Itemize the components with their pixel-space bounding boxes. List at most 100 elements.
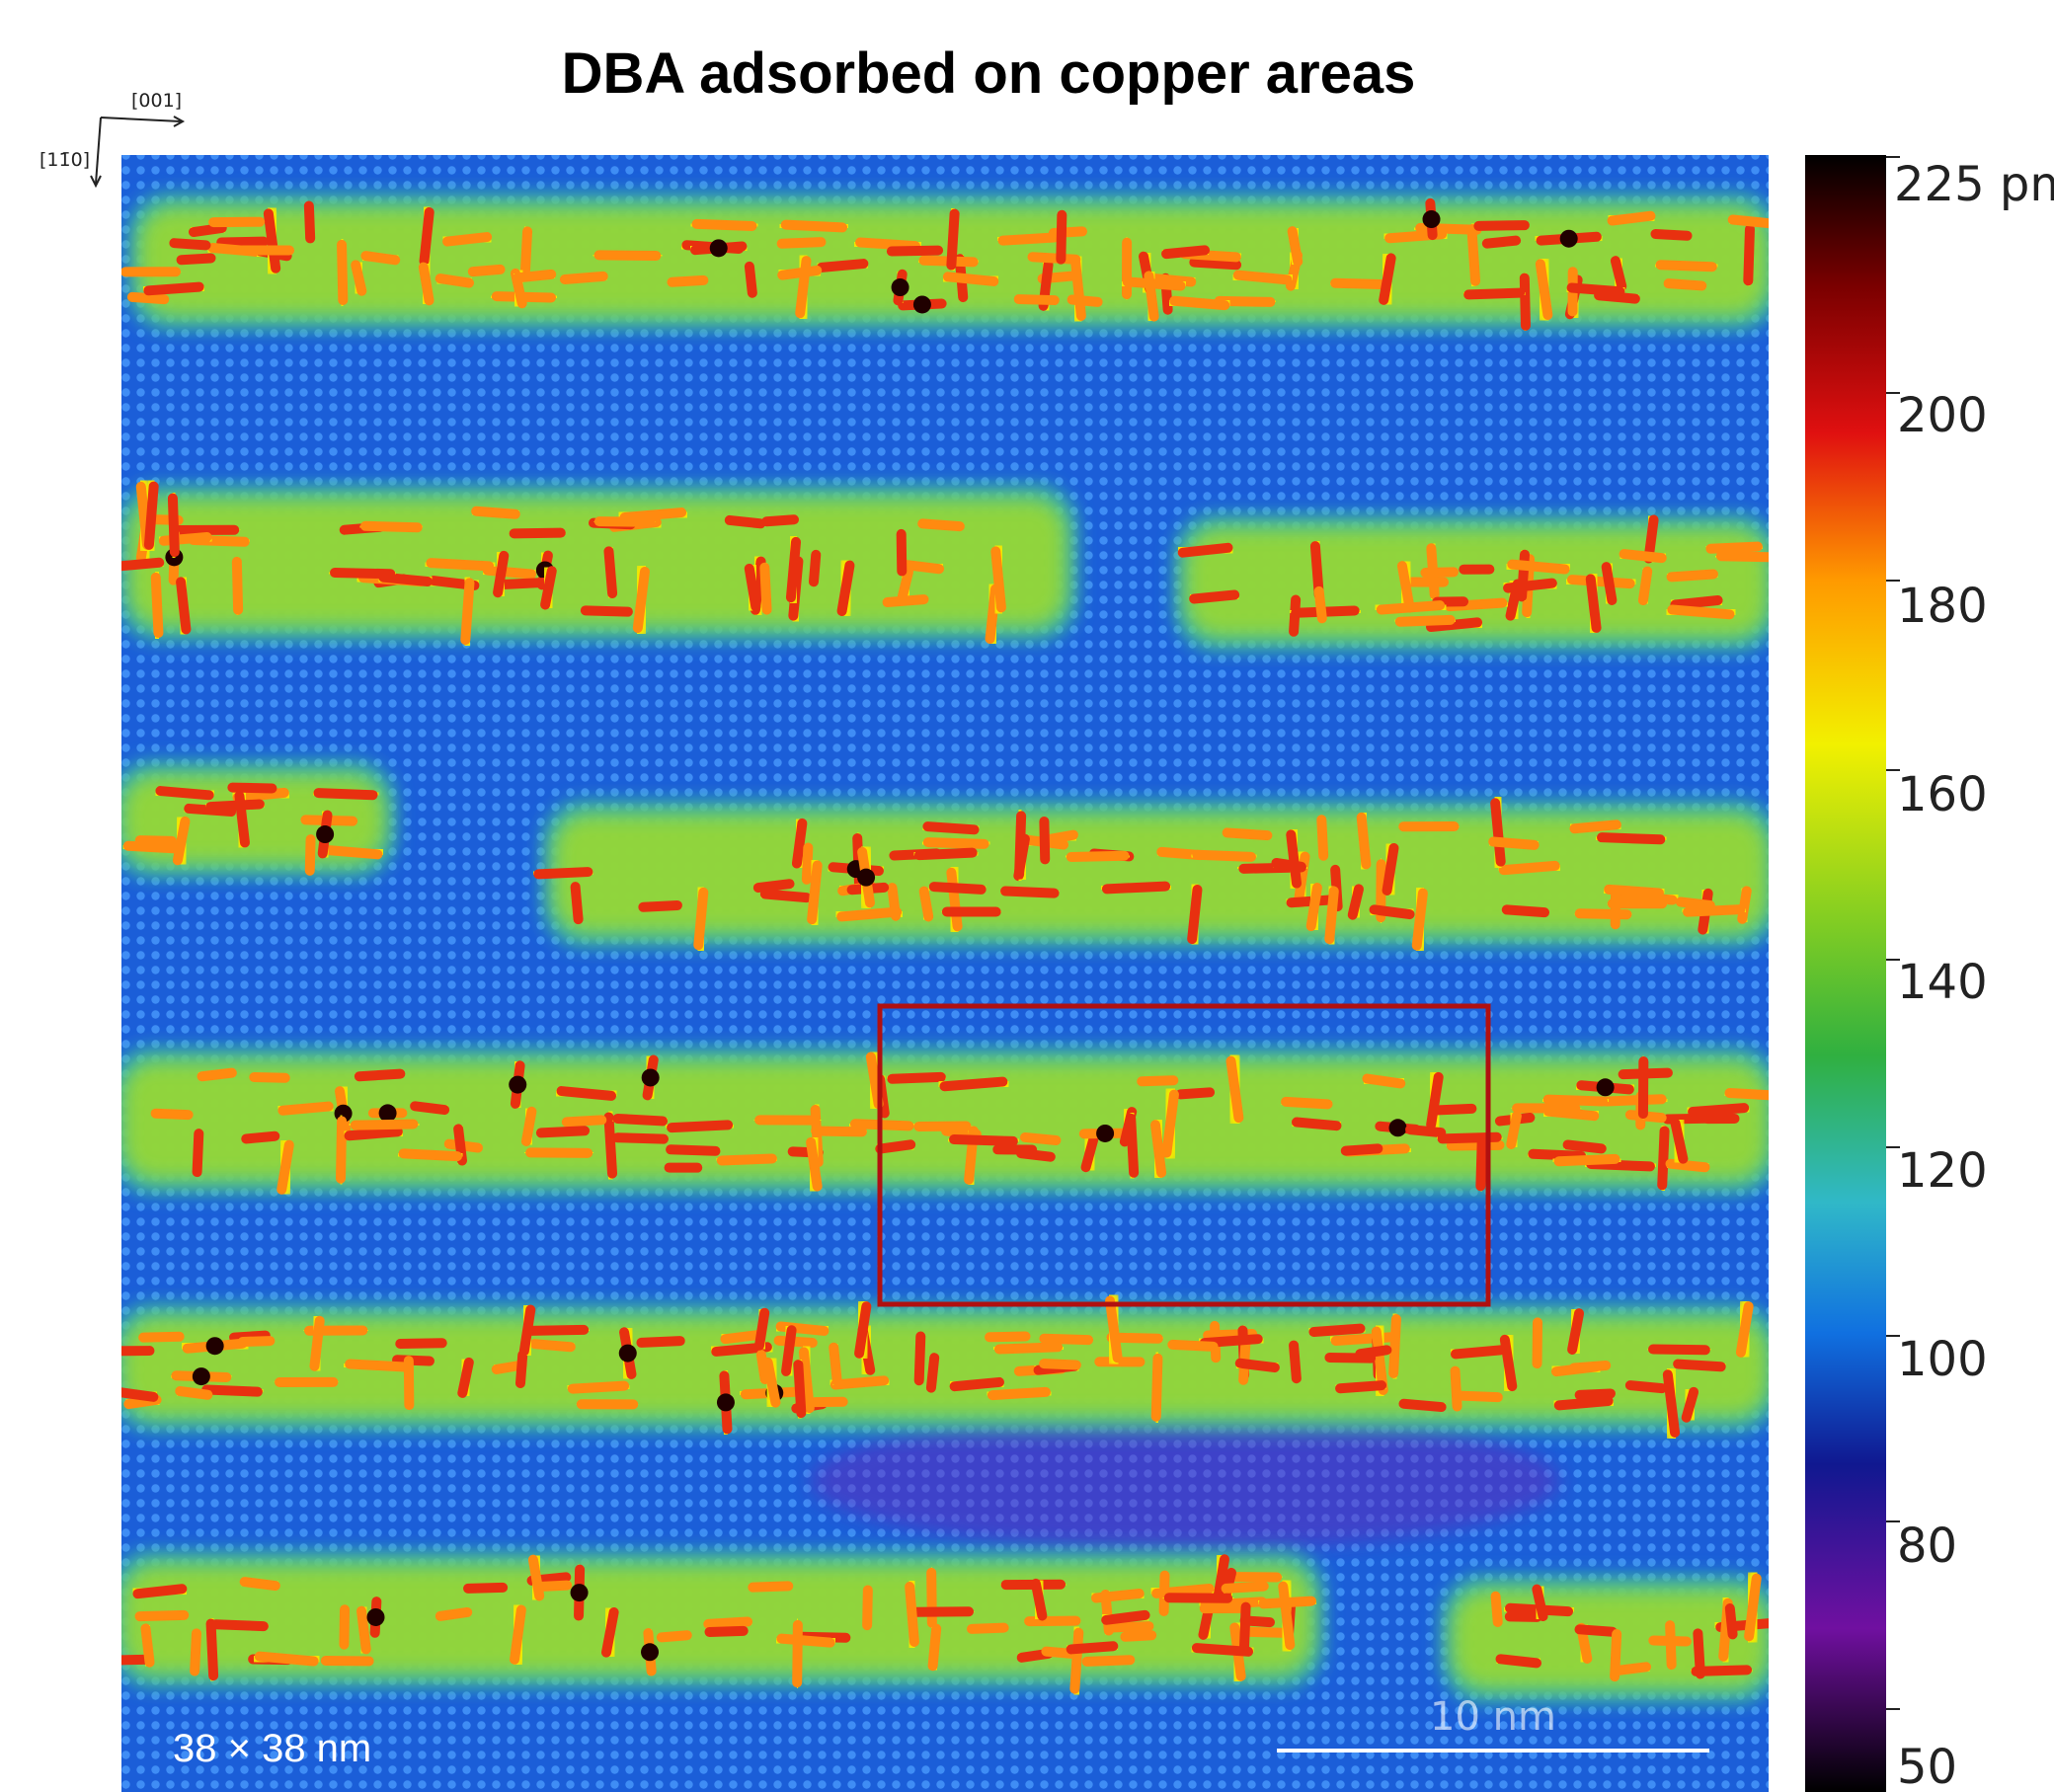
molecule: [766, 519, 794, 521]
molecule: [822, 264, 863, 268]
molecule: [468, 1588, 503, 1589]
molecule-center: [1096, 1125, 1114, 1142]
colorbar-label: 80: [1897, 1519, 1957, 1574]
molecule: [145, 1628, 149, 1662]
molecule: [517, 274, 552, 278]
molecule: [1615, 1634, 1617, 1676]
molecule: [765, 894, 807, 897]
molecule: [586, 610, 628, 611]
molecule: [617, 1119, 663, 1121]
molecule-center: [710, 239, 728, 257]
colorbar-label: 50: [1897, 1740, 1957, 1792]
molecule: [319, 793, 373, 795]
molecule: [335, 573, 390, 574]
molecule: [1537, 1590, 1542, 1616]
molecule: [880, 1144, 910, 1148]
molecule: [1511, 1116, 1517, 1144]
molecule: [1493, 841, 1534, 844]
molecule: [1071, 856, 1125, 857]
colorbar: [1805, 155, 1886, 1792]
molecule: [672, 1125, 728, 1128]
molecule: [309, 206, 310, 239]
molecule: [1623, 1073, 1668, 1074]
molecule: [786, 225, 842, 228]
molecule: [216, 1624, 264, 1626]
molecule: [121, 563, 160, 566]
molecule: [182, 258, 211, 260]
molecule: [710, 1631, 744, 1632]
molecule: [462, 1363, 469, 1393]
molecule: [934, 887, 982, 890]
molecule-island: [112, 1301, 1778, 1433]
molecule: [1613, 216, 1651, 221]
molecule: [473, 270, 501, 272]
molecule: [909, 1587, 914, 1642]
molecule-center: [1560, 230, 1578, 248]
molecule: [1319, 591, 1322, 618]
molecule: [1362, 818, 1367, 864]
molecule: [173, 499, 175, 552]
molecule: [260, 1657, 314, 1662]
molecule: [404, 1153, 458, 1156]
axis-arrow: [101, 117, 181, 121]
molecule: [989, 1336, 1025, 1337]
molecule: [409, 1361, 410, 1405]
colorbar-label: 100: [1897, 1332, 1988, 1387]
molecule: [750, 267, 752, 293]
molecule: [972, 1628, 1004, 1629]
molecule: [1574, 1365, 1606, 1368]
molecule: [1456, 1350, 1501, 1354]
molecule: [545, 571, 552, 604]
molecule: [1044, 821, 1045, 859]
molecule: [365, 526, 418, 527]
molecule: [400, 1343, 441, 1344]
molecule: [195, 1633, 197, 1671]
molecule-center: [857, 869, 875, 887]
molecule: [697, 224, 752, 226]
molecule: [211, 1624, 214, 1676]
molecule: [415, 1106, 444, 1110]
molecule: [1548, 1112, 1594, 1117]
molecule: [1071, 1646, 1114, 1649]
molecule: [1548, 1100, 1603, 1102]
molecule-center: [892, 278, 909, 296]
molecule: [237, 562, 238, 610]
molecule: [148, 287, 198, 291]
molecule-center: [642, 1068, 660, 1086]
molecule: [254, 1077, 284, 1078]
molecule: [1748, 229, 1750, 280]
molecule: [440, 278, 469, 282]
molecule: [440, 1612, 467, 1616]
molecule: [1174, 301, 1224, 305]
molecule: [1459, 1396, 1498, 1398]
molecule: [1169, 1597, 1227, 1598]
molecule: [514, 1610, 521, 1660]
molecule: [1166, 250, 1205, 254]
molecule-center: [717, 1393, 735, 1411]
molecule: [1294, 1346, 1297, 1379]
molecule: [919, 1336, 921, 1380]
molecule-island: [1442, 1576, 1778, 1702]
molecule: [1321, 819, 1323, 856]
molecule: [1672, 574, 1713, 577]
molecule: [1643, 572, 1647, 600]
molecule: [933, 1629, 937, 1667]
molecule: [867, 1590, 868, 1625]
colorbar-label: 160: [1897, 767, 1988, 822]
molecule: [833, 1348, 837, 1381]
molecule: [1678, 1364, 1721, 1367]
molecule: [1400, 620, 1451, 622]
molecule: [1227, 832, 1268, 835]
molecule: [425, 212, 430, 261]
direction-label: [11̄0]: [40, 149, 90, 171]
molecule: [1044, 1363, 1076, 1364]
molecule-island: [125, 194, 1778, 330]
molecule: [180, 1391, 207, 1395]
molecule: [1194, 594, 1234, 598]
molecule: [1669, 283, 1702, 285]
molecule: [431, 563, 489, 566]
molecule: [1286, 1102, 1328, 1104]
molecule: [1107, 887, 1165, 890]
molecule: [954, 1139, 1013, 1141]
